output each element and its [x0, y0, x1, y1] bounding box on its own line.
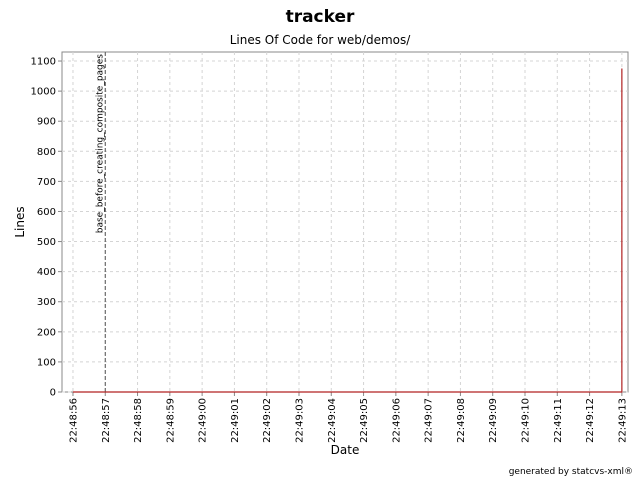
annotation-label: base_before_creating_composite_pages [95, 54, 105, 234]
y-tick-label: 400 [37, 267, 56, 278]
x-tick-label: 22:48:57 [101, 398, 112, 443]
x-tick-label: 22:49:08 [456, 398, 467, 443]
y-tick-label: 500 [37, 237, 56, 248]
plot-area [61, 51, 629, 393]
y-tick-label: 800 [37, 147, 56, 158]
y-tick-label: 1000 [31, 87, 56, 98]
y-tick-label: 1100 [31, 57, 56, 68]
x-tick-label: 22:48:59 [165, 398, 176, 443]
y-tick-label: 900 [37, 117, 56, 128]
x-tick-label: 22:49:03 [294, 398, 305, 443]
chart-title: tracker [286, 7, 355, 27]
x-tick-label: 22:49:09 [488, 398, 499, 443]
y-tick-label: 200 [37, 327, 56, 338]
x-tick-label: 22:49:12 [585, 398, 596, 443]
y-tick-label: 100 [37, 357, 56, 368]
x-tick-label: 22:49:06 [391, 398, 402, 443]
footer: generated by statcvs-xml® [509, 467, 633, 477]
x-tick-label: 22:49:02 [262, 398, 273, 443]
chart-subtitle: Lines Of Code for web/demos/ [230, 33, 412, 47]
x-tick-label: 22:49:11 [553, 398, 564, 443]
x-tick-label: 22:48:58 [133, 398, 144, 443]
data-line [72, 68, 623, 393]
y-axis-label: Lines [13, 206, 27, 237]
x-tick-label: 22:49:10 [521, 398, 532, 443]
x-tick-label: 22:49:00 [198, 398, 209, 443]
x-tick-label: 22:48:56 [68, 398, 79, 443]
x-tick-label: 22:49:13 [617, 398, 628, 443]
x-axis-label: Date [331, 443, 360, 457]
x-tick-label: 22:49:07 [424, 398, 435, 443]
x-tick-label: 22:49:01 [230, 398, 241, 443]
x-tick-label: 22:49:04 [327, 398, 338, 443]
y-tick-label: 300 [37, 297, 56, 308]
x-tick-label: 22:49:05 [359, 398, 370, 443]
y-tick-label: 700 [37, 177, 56, 188]
y-tick-label: 600 [37, 207, 56, 218]
y-tick-label: 0 [50, 388, 56, 399]
